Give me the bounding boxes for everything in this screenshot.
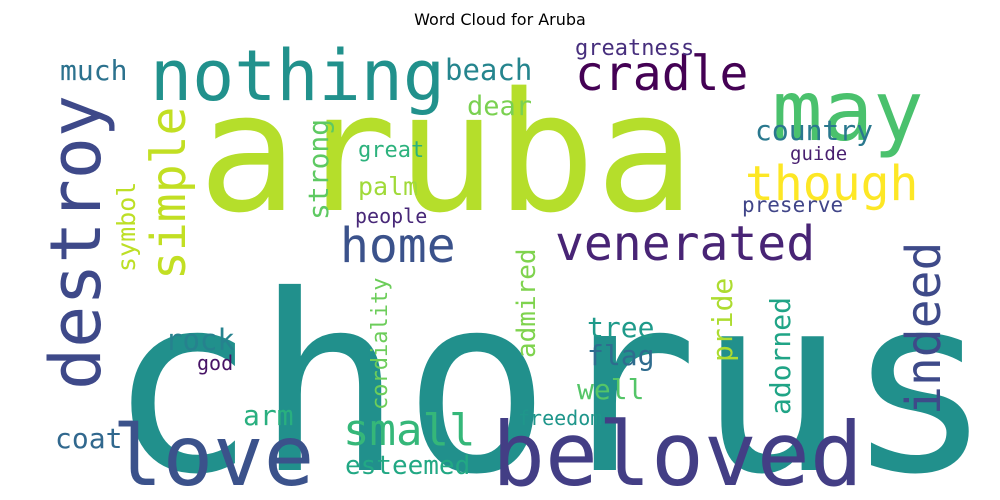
word-country: country <box>755 114 873 147</box>
word-love: love <box>112 407 314 500</box>
word-beloved: beloved <box>492 403 863 500</box>
word-symbol: symbol <box>112 182 141 272</box>
word-strong: strong <box>302 119 335 220</box>
word-much: much <box>60 54 127 87</box>
word-coat: coat <box>55 422 122 455</box>
word-small: small <box>343 405 475 456</box>
word-though: though <box>745 156 918 212</box>
word-chorus: chorus <box>108 243 993 500</box>
word-great: great <box>358 138 424 163</box>
word-greatness: greatness <box>575 36 694 61</box>
word-preserve: preserve <box>742 193 843 217</box>
word-adorned: adorned <box>764 297 797 415</box>
word-flag: flag <box>587 339 654 372</box>
word-palm: palm <box>358 172 418 201</box>
word-admired: admired <box>512 248 542 358</box>
word-dear: dear <box>467 91 532 122</box>
word-arm: arm <box>243 399 294 432</box>
word-home: home <box>340 218 456 274</box>
word-esteemed: esteemed <box>345 451 470 481</box>
word-indeed: indeed <box>896 242 952 415</box>
word-people: people <box>355 204 427 228</box>
word-tree: tree <box>587 311 654 344</box>
word-may: may <box>772 62 924 160</box>
word-rock: rock <box>165 323 235 357</box>
word-destroy: destroy <box>35 95 117 390</box>
word-nothing: nothing <box>150 35 445 117</box>
word-well: well <box>577 373 644 406</box>
word-simple: simple <box>141 107 197 280</box>
word-beach: beach <box>445 53 532 87</box>
chart-title: Word Cloud for Aruba <box>414 10 586 29</box>
word-cordiality: cordiality <box>368 278 393 410</box>
word-pride: pride <box>706 278 739 362</box>
word-cradle: cradle <box>575 46 748 102</box>
word-aruba: aruba <box>198 57 695 249</box>
word-god: god <box>197 351 233 375</box>
word-freedom: freedom <box>518 406 602 430</box>
word-venerated: venerated <box>555 216 815 272</box>
word-guide: guide <box>790 143 847 165</box>
